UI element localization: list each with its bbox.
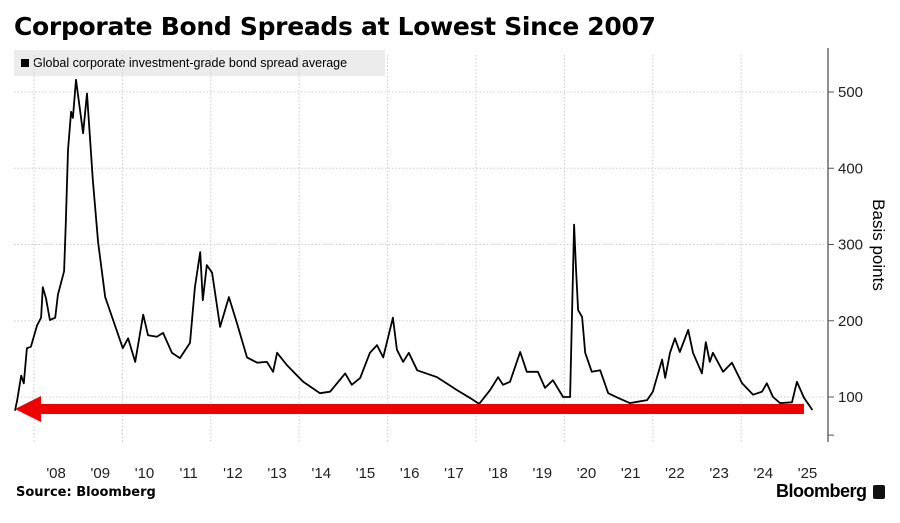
x-tick-label: '22 [665,465,685,482]
x-tick-label: '13 [267,465,287,482]
y-axis: 100 200 300 400 500 [827,48,863,442]
y-tick-label: 100 [838,389,863,406]
x-tick-label: '12 [223,465,243,482]
x-tick-label: '17 [444,465,464,482]
bloomberg-chart-icon [872,484,885,499]
x-tick-label: '23 [709,465,729,482]
x-tick-label: '10 [135,465,155,482]
x-tick-label: '21 [621,465,641,482]
arrow-head [14,396,41,422]
legend-label: Global corporate investment-grade bond s… [33,56,348,70]
x-tick-label: '09 [91,465,111,482]
x-tick-label: '15 [356,465,376,482]
x-axis: '08 '09 '10 '11 '12 '13 '14 '15 '16 '17 '18 '19 '20 '… [46,465,817,482]
x-tick-label: '20 [577,465,597,482]
brand-name: Bloomberg [776,481,867,501]
y-axis-label: Basis points [869,199,888,291]
x-tick-label: '08 [46,465,66,482]
source-note: Source: Bloomberg [16,485,156,500]
y-tick-label: 500 [838,84,863,101]
chart-title: Corporate Bond Spreads at Lowest Since 2… [14,12,656,41]
y-tick-label: 200 [838,313,863,330]
x-tick-label: '14 [312,465,332,482]
grid [14,55,826,442]
bloomberg-logo: Bloomberg [776,481,885,502]
x-tick-label: '24 [754,465,774,482]
legend-swatch [21,59,29,67]
x-tick-label: '16 [400,465,420,482]
y-tick-label: 300 [838,237,863,254]
y-tick-label: 400 [838,160,863,177]
x-tick-label: '25 [798,465,818,482]
arrow-shaft [36,404,804,414]
x-tick-label: '18 [488,465,508,482]
x-tick-label: '19 [533,465,553,482]
red-arrow-annotation [14,396,804,422]
x-tick-label: '11 [179,465,197,482]
legend: Global corporate investment-grade bond s… [14,50,385,76]
series-line [14,78,814,411]
